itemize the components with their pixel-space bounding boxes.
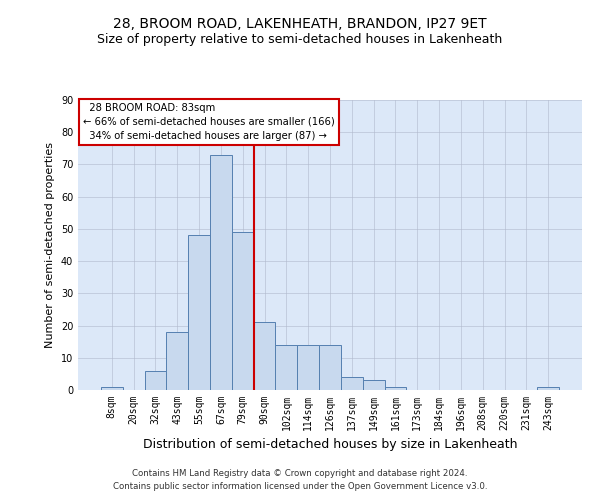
Y-axis label: Number of semi-detached properties: Number of semi-detached properties: [45, 142, 55, 348]
Text: 28 BROOM ROAD: 83sqm
← 66% of semi-detached houses are smaller (166)
  34% of se: 28 BROOM ROAD: 83sqm ← 66% of semi-detac…: [83, 103, 335, 141]
Bar: [166, 332, 188, 390]
Bar: [537, 387, 559, 390]
Bar: [210, 155, 232, 390]
Text: Contains HM Land Registry data © Crown copyright and database right 2024.: Contains HM Land Registry data © Crown c…: [132, 468, 468, 477]
Bar: [188, 236, 210, 390]
Bar: [297, 345, 319, 390]
Bar: [385, 387, 406, 390]
Bar: [275, 345, 297, 390]
Text: Size of property relative to semi-detached houses in Lakenheath: Size of property relative to semi-detach…: [97, 32, 503, 46]
Bar: [145, 370, 166, 390]
Text: 28, BROOM ROAD, LAKENHEATH, BRANDON, IP27 9ET: 28, BROOM ROAD, LAKENHEATH, BRANDON, IP2…: [113, 18, 487, 32]
Bar: [363, 380, 385, 390]
Text: Contains public sector information licensed under the Open Government Licence v3: Contains public sector information licen…: [113, 482, 487, 491]
Bar: [101, 387, 123, 390]
Bar: [254, 322, 275, 390]
Bar: [319, 345, 341, 390]
X-axis label: Distribution of semi-detached houses by size in Lakenheath: Distribution of semi-detached houses by …: [143, 438, 517, 452]
Bar: [341, 377, 363, 390]
Bar: [232, 232, 254, 390]
